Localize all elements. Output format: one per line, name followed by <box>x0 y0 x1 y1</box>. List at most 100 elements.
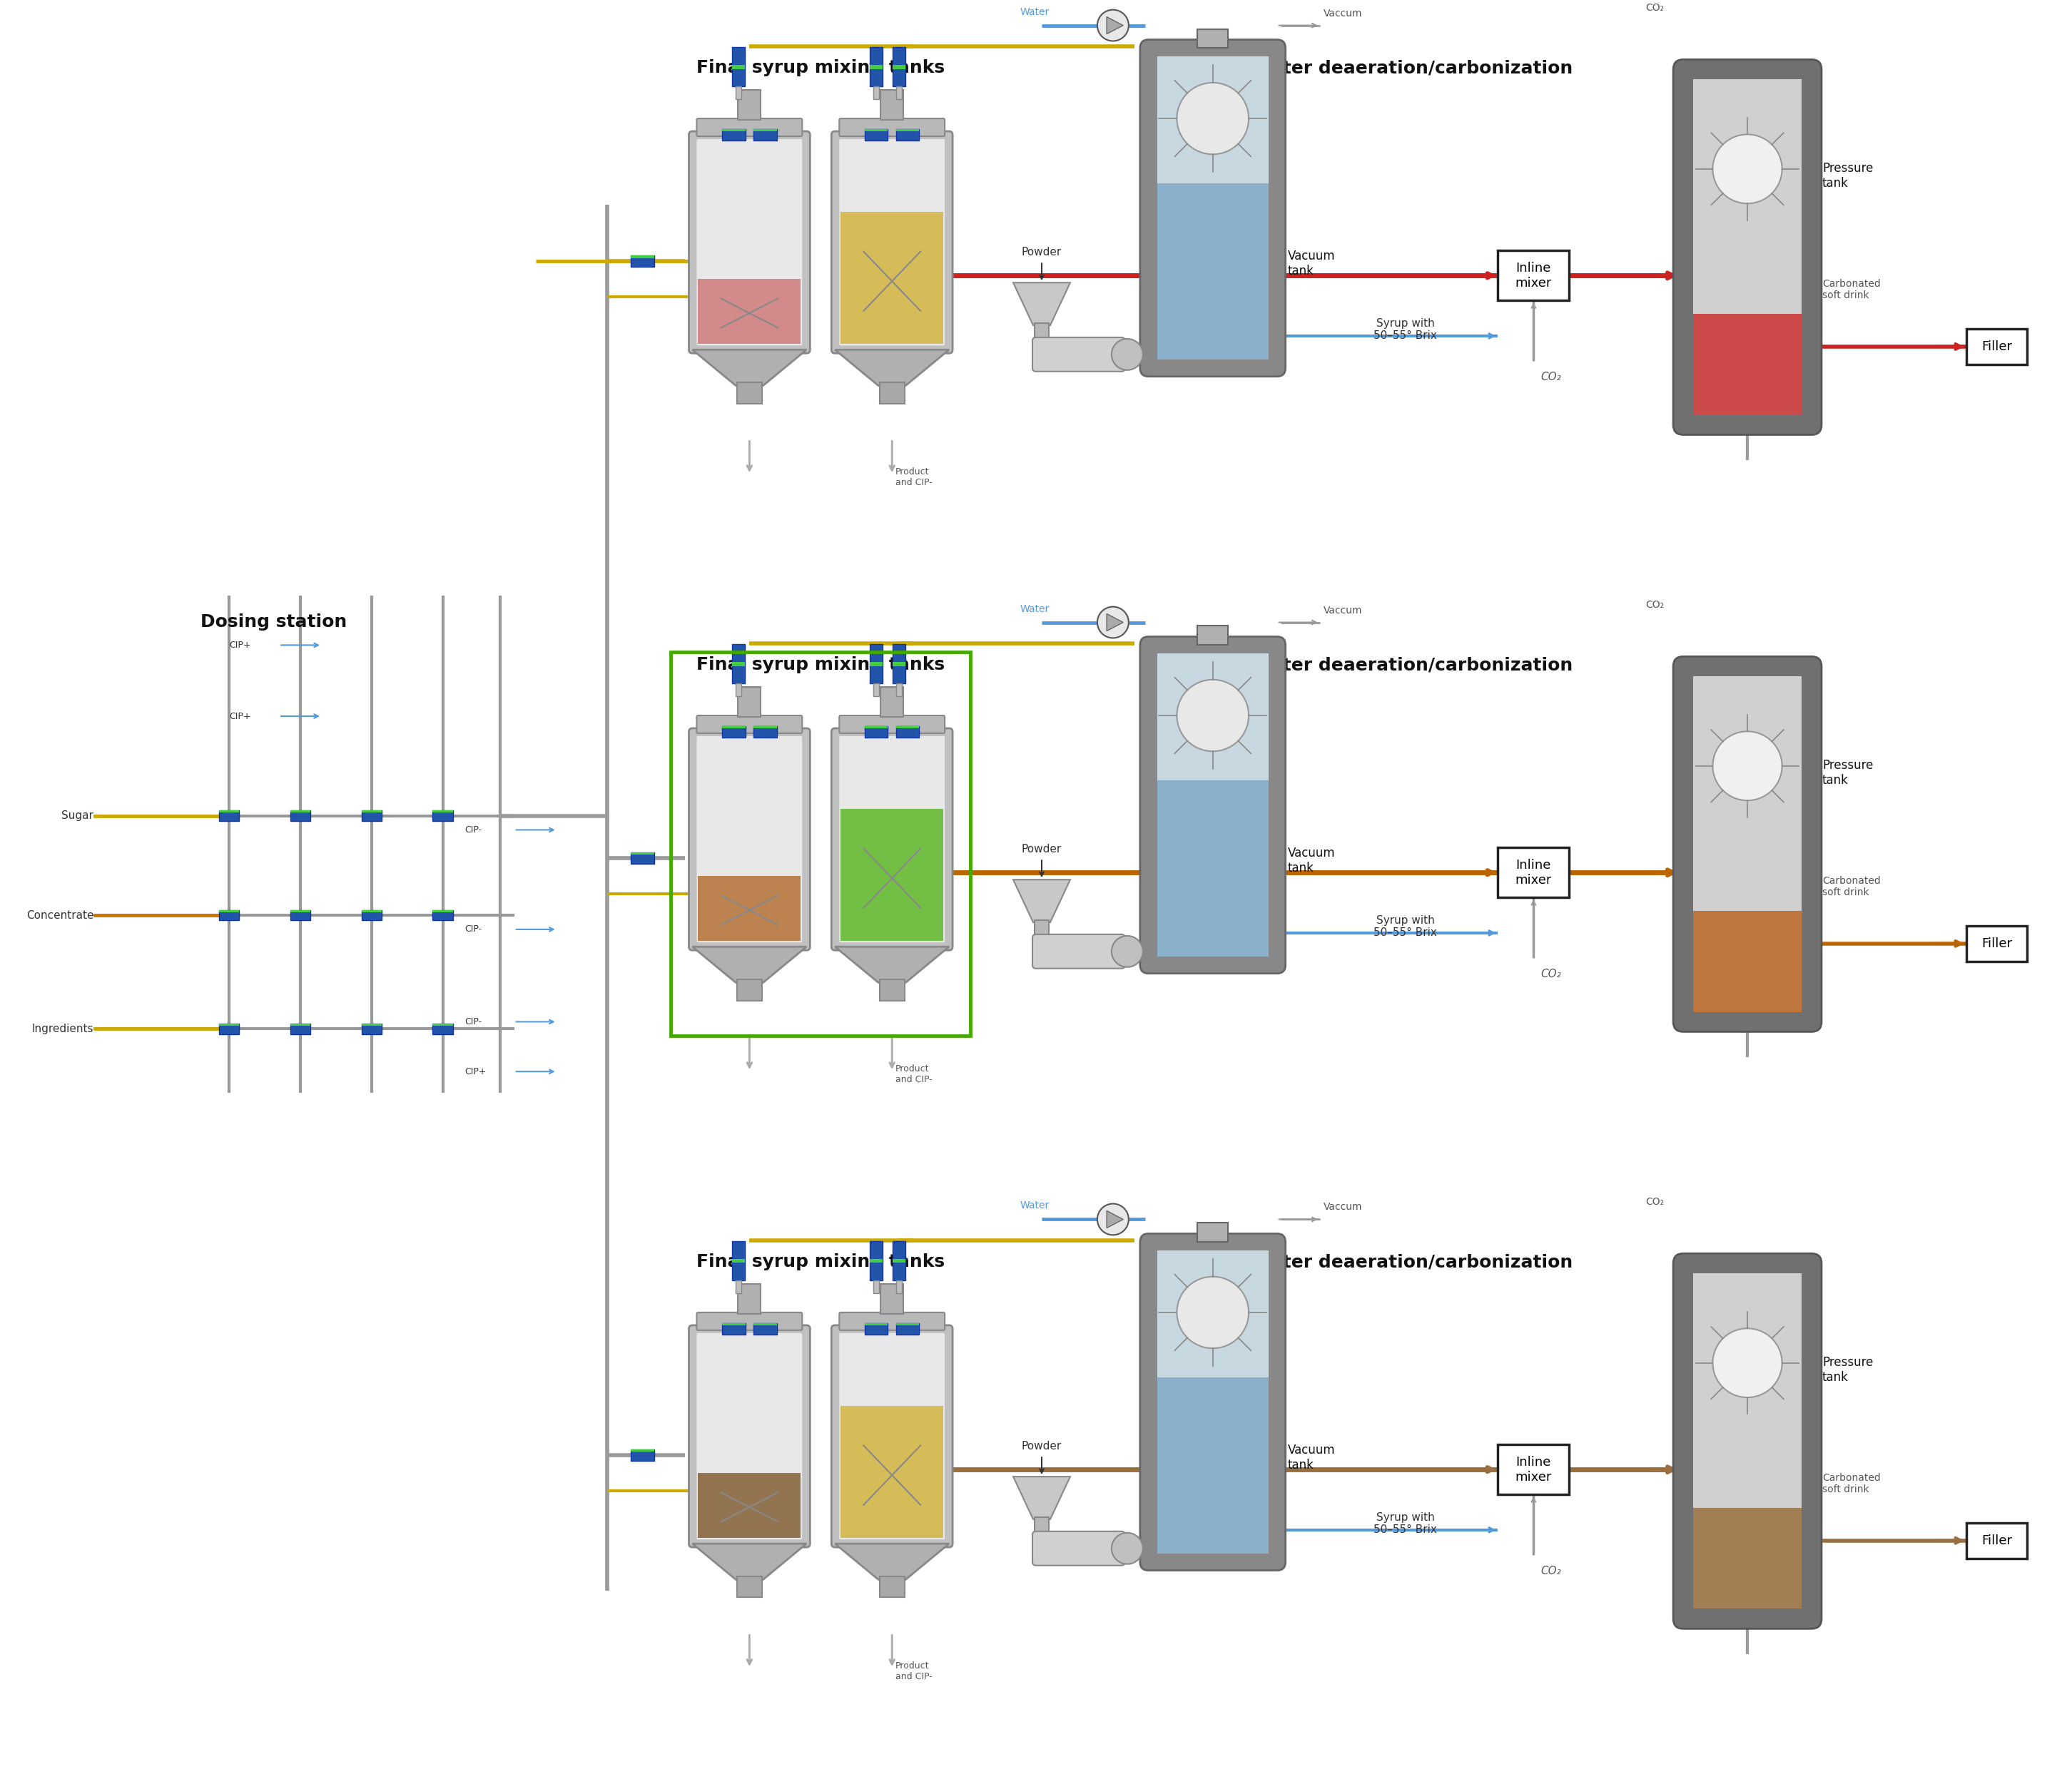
Circle shape <box>1714 134 1782 203</box>
Bar <box>723 1323 746 1334</box>
Circle shape <box>1098 607 1129 639</box>
Bar <box>731 65 746 69</box>
Text: Product
and CIP-: Product and CIP- <box>895 1661 932 1681</box>
Polygon shape <box>1013 879 1071 922</box>
Circle shape <box>1177 1277 1249 1348</box>
Text: Vacuum
tank: Vacuum tank <box>1287 249 1334 278</box>
Bar <box>879 382 905 403</box>
Bar <box>1693 911 1801 1012</box>
Text: Water deaeration/carbonization: Water deaeration/carbonization <box>1251 656 1573 674</box>
Bar <box>361 810 381 812</box>
Bar <box>290 1024 311 1035</box>
Bar <box>754 129 777 131</box>
Bar <box>723 725 746 729</box>
FancyBboxPatch shape <box>839 1313 945 1330</box>
Bar <box>361 1024 381 1035</box>
Bar <box>1156 57 1268 184</box>
Text: Syrup with
50–55° Brix: Syrup with 50–55° Brix <box>1374 1512 1438 1535</box>
Text: Filler: Filler <box>1981 1534 2012 1548</box>
Bar <box>754 129 777 140</box>
Bar <box>632 1449 655 1452</box>
Bar <box>1693 1509 1801 1608</box>
Bar <box>870 1242 883 1281</box>
Text: CO₂: CO₂ <box>1645 1196 1664 1206</box>
Bar <box>361 810 381 821</box>
FancyBboxPatch shape <box>1674 656 1821 1031</box>
FancyBboxPatch shape <box>839 736 945 943</box>
Bar <box>870 65 883 69</box>
Text: CO₂: CO₂ <box>1645 600 1664 610</box>
Bar <box>893 644 905 683</box>
FancyBboxPatch shape <box>1032 1532 1125 1566</box>
Bar <box>897 725 920 729</box>
Text: Inline
mixer: Inline mixer <box>1515 262 1552 290</box>
Bar <box>754 1323 777 1325</box>
Bar <box>879 1576 905 1597</box>
Bar <box>897 683 901 697</box>
Bar <box>864 725 889 738</box>
Text: CIP+: CIP+ <box>230 711 251 720</box>
Bar <box>220 909 240 913</box>
Bar <box>632 853 655 854</box>
Bar <box>897 129 920 140</box>
Text: Carbonated
soft drink: Carbonated soft drink <box>1821 876 1881 897</box>
FancyBboxPatch shape <box>688 131 810 354</box>
Bar <box>897 1323 920 1334</box>
FancyBboxPatch shape <box>696 736 802 943</box>
Bar <box>1156 780 1268 957</box>
Bar <box>731 662 746 665</box>
Bar <box>290 909 311 920</box>
Text: Carbonated
soft drink: Carbonated soft drink <box>1821 1474 1881 1495</box>
Polygon shape <box>692 350 806 386</box>
Bar <box>874 683 879 697</box>
Bar <box>361 1024 381 1026</box>
Text: Vaccum: Vaccum <box>1324 9 1361 18</box>
Text: Concentrate: Concentrate <box>27 909 93 920</box>
Text: Vacuum
tank: Vacuum tank <box>1287 1444 1334 1472</box>
FancyBboxPatch shape <box>839 715 945 732</box>
Bar <box>1693 80 1801 416</box>
Bar <box>881 1284 903 1314</box>
Bar <box>731 1242 746 1281</box>
Text: O₂ in water <1 ppm: O₂ in water <1 ppm <box>1171 939 1256 948</box>
FancyBboxPatch shape <box>1140 1233 1285 1571</box>
Bar <box>698 280 800 343</box>
Bar <box>220 1024 240 1026</box>
Bar <box>433 1024 454 1026</box>
Polygon shape <box>835 946 949 982</box>
Bar <box>754 725 777 729</box>
Text: CIP+: CIP+ <box>230 640 251 649</box>
Bar <box>874 87 879 99</box>
Bar <box>738 90 760 120</box>
FancyBboxPatch shape <box>696 1313 802 1330</box>
Bar <box>879 980 905 1001</box>
Bar <box>1156 1251 1268 1378</box>
Bar <box>841 1406 943 1537</box>
Polygon shape <box>692 946 806 982</box>
Bar <box>754 1323 777 1334</box>
Bar <box>893 1260 905 1263</box>
Polygon shape <box>1106 1210 1123 1228</box>
Text: Inline
mixer: Inline mixer <box>1515 858 1552 886</box>
Text: Pressure
tank: Pressure tank <box>1821 759 1873 787</box>
Text: Final syrup mixing tanks: Final syrup mixing tanks <box>696 1254 945 1270</box>
Bar <box>433 909 454 913</box>
Bar <box>632 255 655 258</box>
Bar <box>881 90 903 120</box>
Bar <box>632 1449 655 1461</box>
Text: Pressure
tank: Pressure tank <box>1821 1357 1873 1383</box>
Bar <box>731 644 746 683</box>
Bar <box>1966 925 2026 961</box>
Circle shape <box>1177 83 1249 154</box>
Text: Sugar: Sugar <box>62 810 93 821</box>
Bar <box>738 1576 762 1597</box>
Text: Pressure
tank: Pressure tank <box>1821 163 1873 189</box>
Text: Water: Water <box>1019 7 1051 18</box>
FancyBboxPatch shape <box>696 140 802 345</box>
Bar <box>698 1474 800 1537</box>
Bar <box>897 1323 920 1325</box>
Bar <box>220 909 240 920</box>
Polygon shape <box>1013 283 1071 325</box>
Bar <box>870 644 883 683</box>
Text: Final syrup mixing tanks: Final syrup mixing tanks <box>696 60 945 76</box>
